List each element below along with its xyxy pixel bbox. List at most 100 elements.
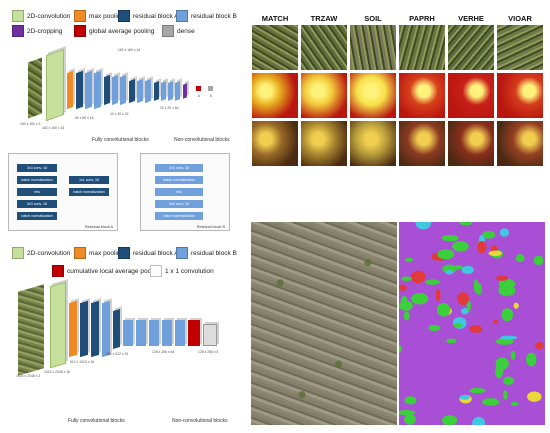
species-photo-tile	[398, 24, 446, 71]
field-photo	[251, 222, 397, 425]
residual-op: batch normalization	[17, 212, 57, 220]
dim-label: 80 x 80 x 16	[75, 116, 94, 120]
legend-swatch	[118, 10, 130, 22]
overlay-tile	[251, 120, 299, 167]
legend-label: max pooling	[89, 249, 125, 257]
legend-item: dense	[162, 25, 195, 37]
species-photo-tile	[447, 24, 495, 71]
heatmap-tile	[447, 72, 495, 119]
dim-label: 160 x 160 x 16	[42, 126, 65, 130]
legend-label: global average pooling	[89, 27, 155, 35]
segmentation-blob	[513, 302, 519, 309]
legend-item: max pooling	[74, 247, 124, 259]
legend-label: 2D-convolution	[27, 12, 71, 20]
dim-label: 6	[210, 94, 212, 98]
legend-swatch	[118, 247, 130, 259]
segmentation-blob	[411, 292, 429, 305]
residual-b-layer	[175, 81, 180, 101]
segmentation-blob	[515, 254, 525, 263]
residual-a-layer	[113, 308, 120, 350]
species-column-header: MATCH	[261, 14, 289, 23]
network-top: 160 x 160 x 3 160 x 160 x 16 160 x 160 x…	[20, 48, 235, 148]
segmentation-blob	[510, 401, 519, 406]
residual-op: 3x3 conv, 16	[155, 164, 203, 172]
section-non-conv-label: Non-convolutional blocks	[174, 137, 230, 143]
dim-label: 40 x 40 x 32	[110, 112, 129, 116]
input-image-patch	[28, 57, 42, 119]
legend-item: residual block B	[176, 10, 237, 22]
dim-label: 256 x 512 x 32	[106, 352, 129, 356]
segmentation-blob	[482, 398, 500, 406]
dim-label: 1024 x 2048 x 3	[16, 374, 41, 378]
section-non-conv-label: Non-convolutional blocks	[172, 418, 228, 424]
dim-label: 160 x 160 x 16	[118, 48, 141, 52]
residual-b-title: Residual block B	[196, 225, 225, 229]
segmentation-blob	[527, 391, 542, 402]
legend-item: residual block A	[118, 247, 179, 259]
legend-swatch	[12, 247, 24, 259]
segmentation-blob	[477, 241, 487, 254]
legend-swatch	[74, 25, 86, 37]
segmentation-blob	[496, 275, 509, 281]
legend-swatch	[12, 25, 24, 37]
residual-op: 1x1 conv, 16	[69, 176, 109, 184]
legend-item: cumulative local average pooling	[52, 265, 161, 277]
segmentation-blob	[500, 335, 518, 340]
legend-item: 1 x 1 convolution	[150, 265, 214, 277]
segmentation-blob	[495, 357, 509, 370]
legend-swatch	[162, 25, 174, 37]
segmentation-blob	[415, 222, 432, 230]
residual-op: batch normalization	[17, 176, 57, 184]
segmentation-blob	[498, 279, 516, 289]
species-photo-tile	[251, 24, 299, 71]
heatmap-tile	[398, 72, 446, 119]
legend-label: residual block A	[133, 249, 179, 257]
residual-block-a: Residual block A 3x3 conv, 16 batch norma…	[8, 153, 118, 231]
residual-op: 3x3 conv, 16	[17, 164, 57, 172]
max-pooling-layer	[67, 70, 73, 110]
overlay-tile	[398, 120, 446, 167]
species-photo-tile	[300, 24, 348, 71]
overlay-tile	[300, 120, 348, 167]
residual-op: relu	[17, 188, 57, 196]
one-by-one-conv-layer	[203, 324, 217, 346]
overlay-tile	[496, 120, 544, 167]
legend-label: dense	[177, 27, 195, 35]
residual-b-layer	[162, 320, 172, 346]
segmentation-blob	[403, 311, 410, 321]
residual-a-title: Residual block A	[84, 225, 113, 229]
species-photo-tile	[496, 24, 544, 71]
segmentation-blob	[501, 308, 514, 322]
segmentation-blob	[469, 325, 483, 333]
residual-a-layer	[91, 300, 99, 358]
legend-swatch	[74, 247, 86, 259]
residual-op: relu	[155, 188, 203, 196]
segmentation-blob	[459, 395, 470, 400]
legend-label: residual block B	[191, 12, 237, 20]
segmentation-blob	[404, 257, 414, 262]
dense-node	[208, 86, 213, 91]
residual-b-layer	[102, 300, 110, 358]
segmentation-blob	[461, 308, 469, 315]
residual-a-layer	[154, 81, 159, 101]
segmentation-blob	[457, 292, 469, 306]
legend-label: 1 x 1 convolution	[165, 267, 214, 275]
segmentation-blob	[499, 228, 509, 237]
segmentation-blob	[437, 249, 455, 260]
residual-b-layer	[120, 74, 126, 106]
network-bottom: 1024 x 2048 x 3 1024 x 2048 x 16 512 x 1…	[14, 278, 234, 378]
section-fully-conv-label: Fully convolutional blocks	[92, 137, 149, 143]
dim-label: 512 x 1024 x 16	[70, 360, 95, 364]
segmentation-blob	[428, 324, 441, 331]
legend-swatch	[176, 247, 188, 259]
segmentation-blob	[535, 342, 544, 350]
segmentation-blob	[452, 241, 469, 252]
segmentation-blob	[461, 265, 474, 274]
residual-op: batch normalization	[69, 188, 109, 196]
legend-item: residual block B	[176, 247, 237, 259]
overlay-tile	[447, 120, 495, 167]
residual-b-layer	[161, 81, 166, 101]
heatmap-tile	[496, 72, 544, 119]
legend-item: global average pooling	[74, 25, 154, 37]
segmentation-blob	[399, 344, 402, 353]
